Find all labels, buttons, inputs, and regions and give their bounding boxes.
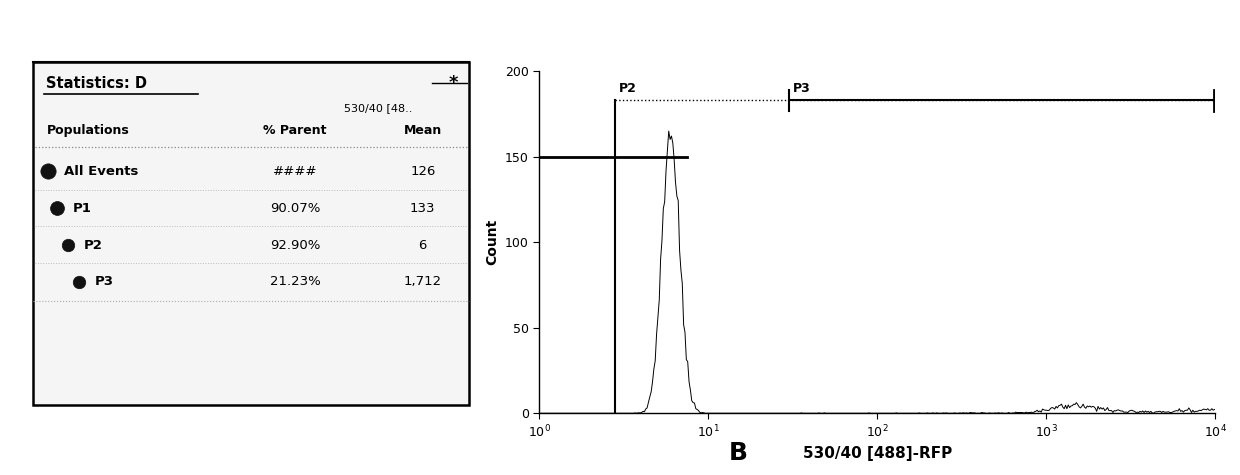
Text: 6: 6 <box>419 238 427 252</box>
Text: Mean: Mean <box>404 124 441 137</box>
X-axis label: 530/40 [488]-RFP: 530/40 [488]-RFP <box>802 446 952 461</box>
Text: P2: P2 <box>84 238 103 252</box>
Text: Statistics: D: Statistics: D <box>46 76 148 91</box>
Text: 1,712: 1,712 <box>404 276 441 288</box>
Text: B: B <box>728 441 748 466</box>
Text: 21.23%: 21.23% <box>270 276 320 288</box>
Text: P2: P2 <box>619 82 636 95</box>
Text: % Parent: % Parent <box>263 124 327 137</box>
Text: 92.90%: 92.90% <box>270 238 320 252</box>
Text: 133: 133 <box>410 202 435 215</box>
Text: P3: P3 <box>792 82 810 95</box>
Text: Populations: Populations <box>46 124 129 137</box>
Text: ####: #### <box>273 165 317 178</box>
Text: 530/40 [48..: 530/40 [48.. <box>343 103 412 113</box>
Text: *: * <box>449 75 459 92</box>
FancyBboxPatch shape <box>33 62 469 405</box>
Text: P1: P1 <box>73 202 92 215</box>
Text: All Events: All Events <box>64 165 139 178</box>
Text: 126: 126 <box>410 165 435 178</box>
Text: 90.07%: 90.07% <box>270 202 320 215</box>
Text: P3: P3 <box>94 276 114 288</box>
Y-axis label: Count: Count <box>486 219 500 266</box>
